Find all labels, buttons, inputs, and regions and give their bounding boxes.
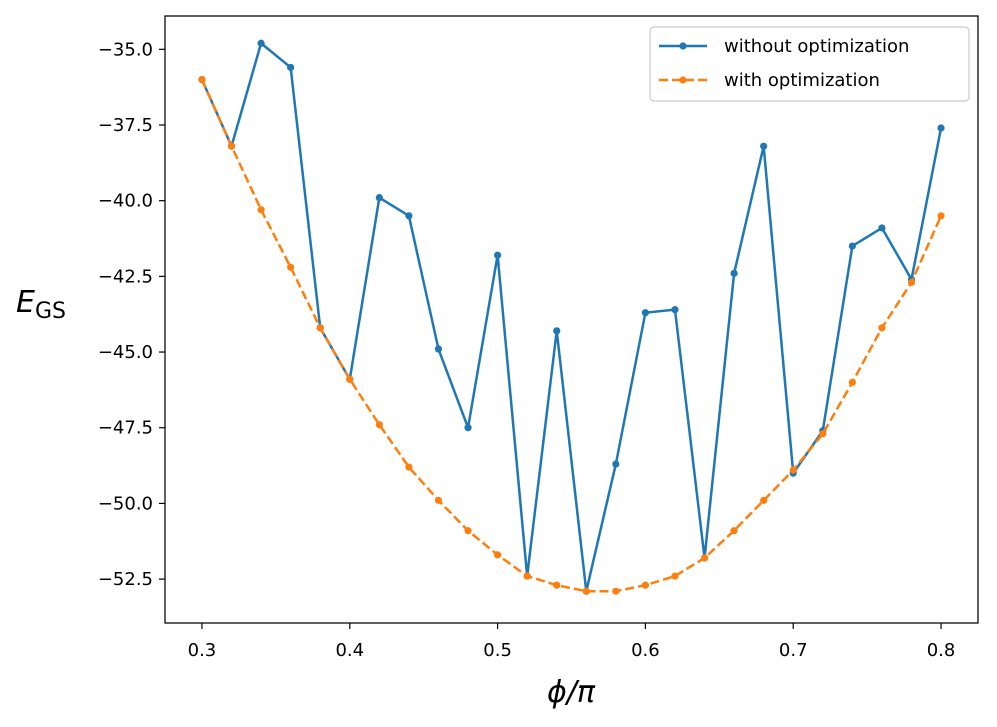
data-point-without-optimization [641, 309, 650, 317]
data-point-without-optimization [671, 306, 679, 314]
y-axis-label-main: E [16, 285, 35, 320]
y-tick-label: −45.0 [98, 342, 153, 363]
data-point-with-optimization [464, 527, 472, 535]
y-axis-label-sub: GS [35, 299, 66, 324]
data-point-without-optimization [405, 212, 413, 220]
x-tick-label: 0.6 [631, 640, 660, 661]
data-point-with-optimization [493, 551, 502, 559]
data-point-with-optimization [937, 212, 945, 220]
y-tick-label: −52.5 [98, 569, 153, 590]
y-tick-label: −50.0 [98, 493, 153, 514]
legend-label-with-optimization: with optimization [724, 70, 880, 91]
data-point-with-optimization [257, 206, 265, 214]
data-point-with-optimization [582, 587, 590, 595]
series-layer [198, 39, 945, 595]
y-tick-label: −40.0 [98, 191, 153, 212]
data-point-without-optimization [760, 142, 768, 150]
legend-label-without-optimization: without optimization [724, 36, 909, 57]
data-point-with-optimization [434, 496, 443, 504]
data-point-with-optimization [878, 324, 886, 332]
data-point-without-optimization [848, 242, 856, 250]
data-point-without-optimization [878, 224, 886, 232]
data-point-with-optimization [700, 554, 709, 562]
data-point-with-optimization [612, 587, 620, 595]
data-point-without-optimization [612, 460, 620, 468]
data-point-with-optimization [819, 430, 827, 438]
data-point-with-optimization [789, 466, 797, 474]
series-line-without-optimization [200, 42, 943, 593]
series-line-with-optimization [200, 79, 943, 593]
data-point-without-optimization [434, 345, 443, 353]
x-tick-label: 0.3 [188, 640, 217, 661]
data-point-with-optimization [405, 463, 413, 471]
data-point-with-optimization [907, 278, 916, 287]
data-point-without-optimization [375, 194, 383, 202]
data-point-with-optimization [730, 527, 738, 535]
data-point-with-optimization [227, 142, 236, 150]
y-tick-label: −47.5 [98, 418, 153, 439]
legend-entry-with-optimization: with optimization [659, 70, 880, 91]
data-point-with-optimization [346, 375, 354, 383]
data-point-with-optimization [198, 75, 206, 84]
plot-frame [164, 15, 979, 624]
legend-entry-without-optimization: without optimization [659, 36, 909, 57]
y-tick-label: −35.0 [98, 39, 153, 60]
x-axis-label: ϕ/π [547, 675, 596, 710]
data-point-with-optimization [523, 572, 531, 580]
legend: without optimization with optimization [649, 26, 970, 102]
y-tick-label: −42.5 [98, 266, 153, 287]
data-point-without-optimization [257, 39, 265, 47]
data-point-with-optimization [760, 496, 768, 504]
legend-marker-without-optimization [679, 42, 687, 50]
legend-marker-with-optimization [679, 76, 687, 84]
data-point-without-optimization [553, 327, 561, 335]
x-tick-label: 0.7 [779, 640, 808, 661]
data-point-with-optimization [287, 263, 295, 271]
y-tick-label: −37.5 [98, 115, 153, 136]
data-point-without-optimization [730, 269, 738, 277]
data-point-with-optimization [671, 572, 679, 580]
data-point-without-optimization [493, 251, 502, 259]
ticks-layer: 0.3 0.4 0.5 0.6 0.7 0.8 −35.0 −37.5 −40.0 −42.5 −4… [98, 39, 956, 661]
data-point-without-optimization [287, 63, 295, 72]
data-point-without-optimization [464, 424, 472, 432]
data-point-with-optimization [848, 378, 856, 386]
x-tick-label: 0.5 [483, 640, 512, 661]
data-point-with-optimization [553, 581, 561, 589]
data-point-with-optimization [375, 421, 383, 429]
data-point-without-optimization [937, 124, 945, 132]
legend-box [649, 26, 970, 102]
data-point-with-optimization [316, 324, 324, 332]
y-axis-label: EGS [16, 285, 66, 324]
data-point-with-optimization [641, 581, 650, 589]
x-tick-label: 0.8 [927, 640, 956, 661]
x-tick-label: 0.4 [335, 640, 364, 661]
